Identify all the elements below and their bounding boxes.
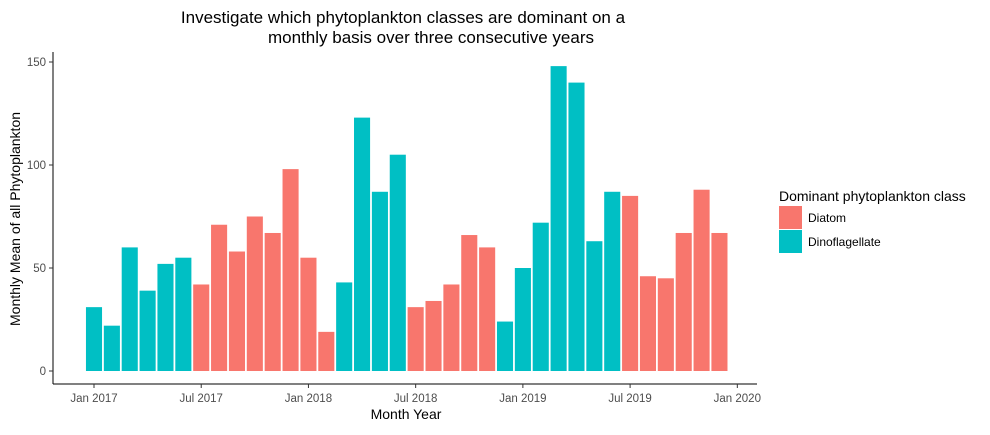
x-axis-title: Month Year xyxy=(371,406,442,422)
x-tick-label: Jul 2019 xyxy=(608,393,651,405)
bar-oct-2018 xyxy=(461,235,478,371)
bar-mar-2018 xyxy=(336,282,353,371)
bar-aug-2019 xyxy=(639,276,657,371)
y-axis: 0 50 100 150 xyxy=(27,52,54,384)
y-tick-label: 50 xyxy=(33,263,46,275)
bar-mar-2017 xyxy=(121,247,138,371)
x-tick-label: Jan 2017 xyxy=(70,393,117,405)
legend-swatch-diatom xyxy=(779,206,802,229)
bar-dec-2017 xyxy=(282,169,299,371)
bar-may-2018 xyxy=(371,191,388,371)
bar-may-2017 xyxy=(157,263,174,371)
bar-nov-2019 xyxy=(693,189,710,371)
bar-feb-2018 xyxy=(318,331,335,371)
bar-jan-2018 xyxy=(300,257,317,371)
bar-sep-2019 xyxy=(657,278,674,371)
bar-feb-2019 xyxy=(532,222,549,371)
bar-mar-2019 xyxy=(550,66,567,372)
bar-oct-2017 xyxy=(246,216,263,371)
bar-feb-2017 xyxy=(103,325,120,371)
legend: Dominant phytoplankton class Diatom Dino… xyxy=(779,188,966,253)
y-tick-label: 150 xyxy=(27,57,46,69)
bar-may-2019 xyxy=(586,241,603,371)
bar-aug-2018 xyxy=(425,300,442,371)
bar-nov-2017 xyxy=(264,232,281,371)
bar-jul-2017 xyxy=(193,284,210,371)
bar-apr-2018 xyxy=(354,117,371,372)
legend-title: Dominant phytoplankton class xyxy=(779,188,966,204)
bar-sep-2018 xyxy=(443,284,460,371)
bar-dec-2018 xyxy=(496,321,514,371)
x-tick-label: Jul 2017 xyxy=(179,393,222,405)
y-tick-label: 0 xyxy=(40,366,46,378)
bar-jun-2017 xyxy=(175,257,192,371)
y-tick-label: 100 xyxy=(27,160,46,172)
bar-jan-2017 xyxy=(85,307,103,371)
legend-swatch-dinoflagellate xyxy=(779,230,802,253)
bar-jun-2019 xyxy=(604,191,621,371)
x-tick-label: Jan 2019 xyxy=(499,393,546,405)
chart-title-line-1: Investigate which phytoplankton classes … xyxy=(181,8,626,27)
x-tick-label: Jan 2020 xyxy=(714,393,761,405)
x-tick-label: Jan 2018 xyxy=(285,393,332,405)
x-tick-label: Jul 2018 xyxy=(394,393,437,405)
x-axis: Jan 2017 Jul 2017 Jan 2018 Jul 2018 Jan 2019… xyxy=(53,383,761,405)
chart-title-line-2: monthly basis over three consecutive yea… xyxy=(268,28,594,47)
y-axis-title: Monthly Mean of all Phytoplankton xyxy=(7,112,23,326)
bar-jun-2018 xyxy=(389,154,406,371)
bar-apr-2017 xyxy=(139,290,156,371)
bars-group xyxy=(85,66,728,372)
legend-label-dinoflagellate: Dinoflagellate xyxy=(808,235,881,249)
bar-aug-2017 xyxy=(211,224,228,371)
bar-sep-2017 xyxy=(228,251,245,371)
bar-jan-2019 xyxy=(514,268,531,371)
bar-oct-2019 xyxy=(675,232,692,371)
bar-nov-2018 xyxy=(479,247,496,371)
bar-dec-2019 xyxy=(711,232,728,371)
legend-label-diatom: Diatom xyxy=(808,211,846,225)
bar-jul-2018 xyxy=(407,307,424,371)
bar-apr-2019 xyxy=(568,82,585,371)
bar-jul-2019 xyxy=(622,195,639,371)
